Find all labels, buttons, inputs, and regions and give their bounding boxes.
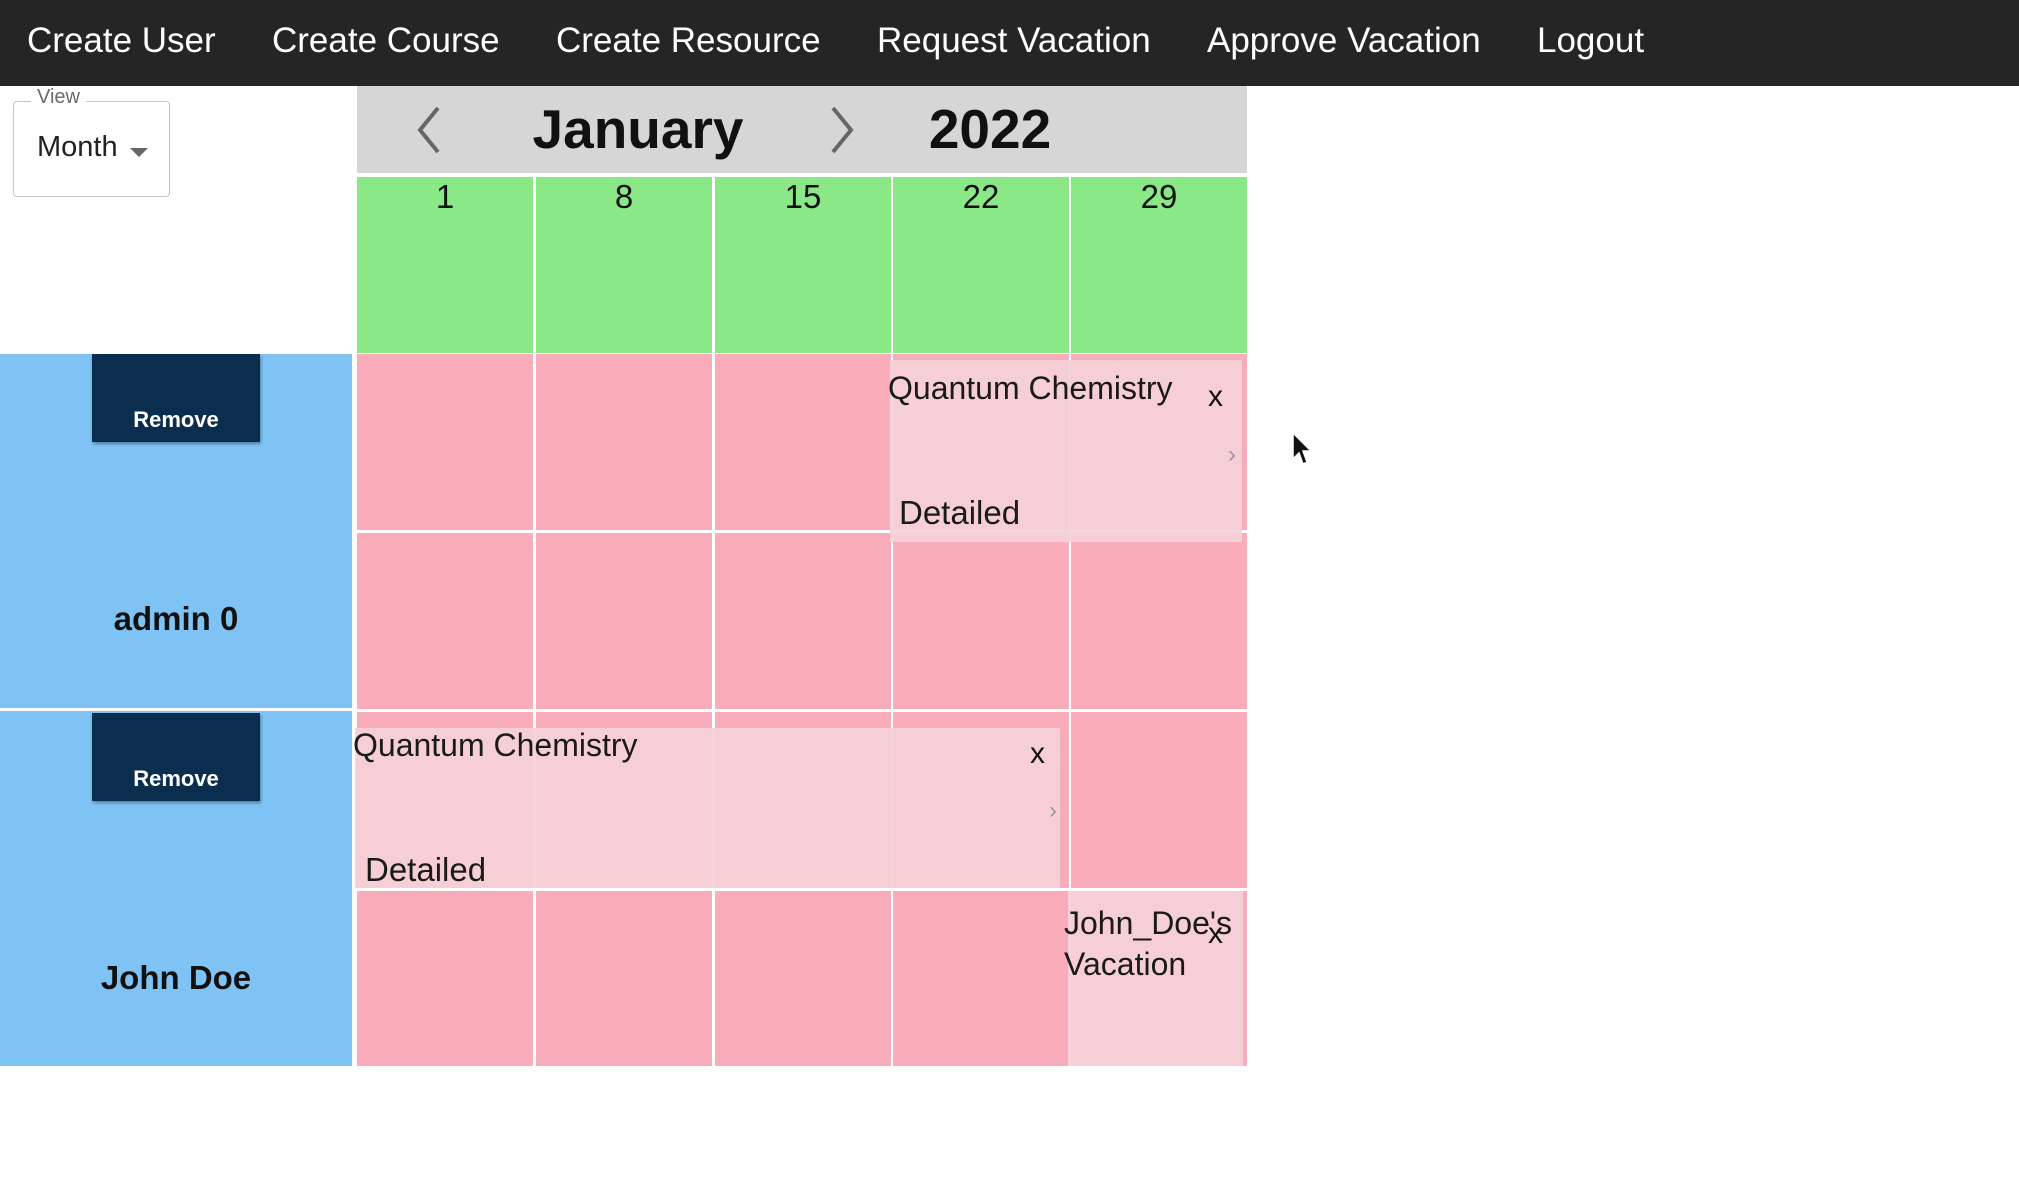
chevron-right-icon[interactable]: › <box>1049 797 1057 824</box>
week-number: 22 <box>962 178 1000 215</box>
calendar-header <box>357 86 1247 173</box>
remove-user-button[interactable]: Remove <box>92 713 260 801</box>
vacation-title-line1: John_Doe's <box>1064 905 1232 941</box>
vacation-title-line2: Vacation <box>1064 946 1187 982</box>
nav-create-user[interactable]: Create User <box>27 21 216 60</box>
calendar-cell[interactable] <box>536 891 712 1066</box>
vacation-close-button[interactable]: x <box>1208 917 1223 950</box>
calendar-cell[interactable] <box>536 533 712 709</box>
week-header-cell: 1 <box>357 177 533 353</box>
calendar-cell[interactable] <box>715 533 891 709</box>
user-name: John Doe <box>100 959 252 996</box>
calendar-cell[interactable] <box>893 891 1069 1066</box>
course-event[interactable] <box>890 360 1242 542</box>
event-detail-link[interactable]: Detailed <box>365 851 487 888</box>
week-header-cell: 29 <box>1071 177 1247 353</box>
nav-logout[interactable]: Logout <box>1537 21 1645 60</box>
event-close-button[interactable]: x <box>1030 737 1045 770</box>
view-select-value[interactable]: Month <box>37 131 118 163</box>
mouse-pointer-icon <box>1292 432 1312 466</box>
event-title: Quantum Chemistry <box>888 370 1173 406</box>
calendar-cell[interactable] <box>715 354 891 530</box>
calendar-cell[interactable] <box>1071 712 1247 888</box>
remove-user-button[interactable]: Remove <box>92 354 260 442</box>
week-number: 29 <box>1140 178 1178 215</box>
calendar-cell[interactable] <box>357 891 533 1066</box>
calendar-cell[interactable] <box>1071 533 1247 709</box>
nav-request-vacation[interactable]: Request Vacation <box>877 21 1151 60</box>
calendar-cell[interactable] <box>536 354 712 530</box>
event-title: Quantum Chemistry <box>353 727 638 763</box>
year-label: 2022 <box>928 98 1052 160</box>
chevron-right-icon[interactable]: › <box>1228 441 1236 468</box>
event-detail-link[interactable]: Detailed <box>899 494 1021 531</box>
nav-create-course[interactable]: Create Course <box>272 21 500 60</box>
month-label: January <box>532 98 744 160</box>
week-number: 1 <box>435 178 455 215</box>
chevron-right-icon[interactable] <box>815 100 865 160</box>
week-header-cell: 8 <box>536 177 712 353</box>
view-select[interactable] <box>13 101 170 197</box>
course-event[interactable] <box>355 728 1060 888</box>
chevron-left-icon[interactable] <box>406 100 456 160</box>
calendar-cell[interactable] <box>715 891 891 1066</box>
week-number: 8 <box>614 178 634 215</box>
caret-down-icon[interactable] <box>130 148 148 157</box>
top-nav: Create User Create Course Create Resourc… <box>0 0 2019 86</box>
week-number: 15 <box>784 178 822 215</box>
week-header-cell: 15 <box>715 177 891 353</box>
user-name: admin 0 <box>113 600 239 637</box>
event-close-button[interactable]: x <box>1208 380 1223 413</box>
calendar-cell[interactable] <box>357 533 533 709</box>
vacation-event[interactable] <box>1068 891 1243 1066</box>
view-select-legend: View <box>31 86 86 109</box>
nav-create-resource[interactable]: Create Resource <box>556 21 821 60</box>
calendar-cell[interactable] <box>357 354 533 530</box>
calendar-cell[interactable] <box>893 533 1069 709</box>
week-header-cell: 22 <box>893 177 1069 353</box>
nav-approve-vacation[interactable]: Approve Vacation <box>1207 21 1481 60</box>
